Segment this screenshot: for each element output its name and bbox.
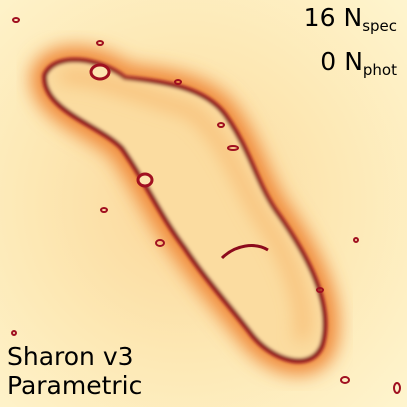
count-value: 16 bbox=[304, 3, 336, 32]
critical-curve bbox=[31, 46, 339, 375]
specks bbox=[11, 17, 401, 394]
phot-count: 0 Nphot bbox=[320, 47, 397, 79]
count-value: 0 bbox=[320, 47, 336, 76]
count-symbol: N bbox=[344, 47, 363, 76]
knot bbox=[220, 244, 269, 260]
knot bbox=[136, 172, 154, 188]
count-symbol: N bbox=[343, 3, 362, 32]
count-subscript: spec bbox=[362, 17, 397, 35]
count-subscript: phot bbox=[363, 61, 397, 79]
model-kind: Parametric bbox=[7, 371, 142, 400]
inner-glow bbox=[58, 71, 309, 343]
curve bbox=[42, 57, 328, 364]
knot bbox=[89, 63, 111, 81]
spec-count: 16 Nspec bbox=[304, 3, 397, 35]
model-name: Sharon v3 bbox=[7, 342, 134, 371]
